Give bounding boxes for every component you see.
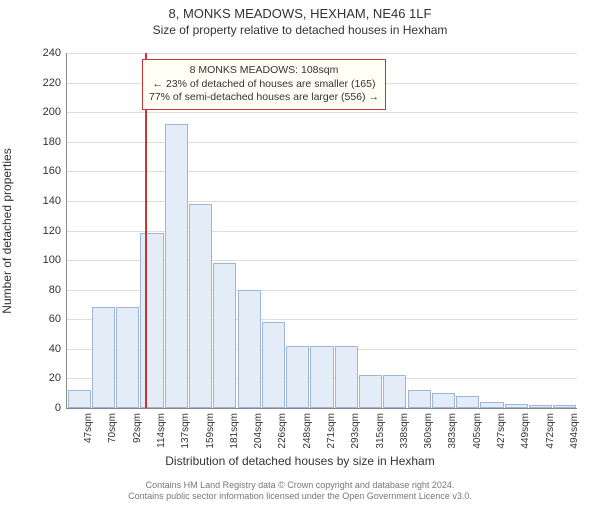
y-tick: 140 (31, 195, 61, 207)
gridline (67, 53, 577, 54)
bar (310, 346, 333, 408)
annotation-line: 77% of semi-detached houses are larger (… (149, 91, 379, 105)
y-tick: 20 (31, 372, 61, 384)
x-tick: 204sqm (253, 413, 264, 449)
annotation-box: 8 MONKS MEADOWS: 108sqm← 23% of detached… (142, 59, 386, 110)
chart: 02040608010012014016018020022024047sqm70… (66, 53, 576, 408)
x-tick: 449sqm (520, 413, 531, 449)
gridline (67, 171, 577, 172)
bar (456, 396, 479, 408)
x-tick: 159sqm (205, 413, 216, 449)
bar (432, 393, 455, 408)
bar (68, 390, 91, 408)
bar (383, 375, 406, 408)
x-tick: 405sqm (472, 413, 483, 449)
bar (213, 263, 236, 408)
bar (165, 124, 188, 408)
x-tick: 92sqm (132, 413, 143, 443)
x-tick: 427sqm (496, 413, 507, 449)
bar (238, 290, 261, 408)
plot-area: 02040608010012014016018020022024047sqm70… (66, 53, 577, 409)
bar (262, 322, 285, 408)
bar (189, 204, 212, 408)
x-tick: 472sqm (545, 413, 556, 449)
bar (505, 404, 528, 408)
page-title: 8, MONKS MEADOWS, HEXHAM, NE46 1LF (0, 6, 600, 21)
bar (116, 307, 139, 408)
bar (408, 390, 431, 408)
x-axis-label: Distribution of detached houses by size … (0, 454, 600, 468)
y-tick: 180 (31, 136, 61, 148)
annotation-line: 8 MONKS MEADOWS: 108sqm (149, 64, 379, 78)
x-tick: 360sqm (423, 413, 434, 449)
y-axis-label: Number of detached properties (0, 148, 14, 313)
y-tick: 0 (31, 402, 61, 414)
y-tick: 60 (31, 313, 61, 325)
gridline (67, 231, 577, 232)
y-tick: 100 (31, 254, 61, 266)
footer-line-1: Contains HM Land Registry data © Crown c… (0, 480, 600, 491)
x-tick: 47sqm (83, 413, 94, 443)
y-tick: 160 (31, 165, 61, 177)
bar (92, 307, 115, 408)
x-tick: 494sqm (569, 413, 580, 449)
bar (480, 402, 503, 408)
gridline (67, 142, 577, 143)
x-tick: 383sqm (447, 413, 458, 449)
bar (286, 346, 309, 408)
x-tick: 271sqm (326, 413, 337, 449)
x-tick: 114sqm (156, 413, 167, 448)
y-tick: 120 (31, 225, 61, 237)
y-tick: 200 (31, 106, 61, 118)
x-tick: 315sqm (375, 413, 386, 449)
bar (359, 375, 382, 408)
x-tick: 248sqm (302, 413, 313, 449)
y-tick: 40 (31, 343, 61, 355)
page-subtitle: Size of property relative to detached ho… (0, 23, 600, 37)
x-tick: 181sqm (229, 413, 240, 449)
bar (529, 405, 552, 408)
bar (553, 405, 576, 408)
x-tick: 226sqm (277, 413, 288, 449)
footer-line-2: Contains public sector information licen… (0, 491, 600, 502)
y-tick: 80 (31, 284, 61, 296)
footer: Contains HM Land Registry data © Crown c… (0, 480, 600, 503)
x-tick: 137sqm (180, 413, 191, 449)
x-tick: 338sqm (399, 413, 410, 449)
gridline (67, 112, 577, 113)
annotation-line: ← 23% of detached of houses are smaller … (149, 78, 379, 92)
y-tick: 240 (31, 47, 61, 59)
gridline (67, 201, 577, 202)
x-tick: 293sqm (350, 413, 361, 449)
y-tick: 220 (31, 77, 61, 89)
x-tick: 70sqm (107, 413, 118, 443)
bar (335, 346, 358, 408)
